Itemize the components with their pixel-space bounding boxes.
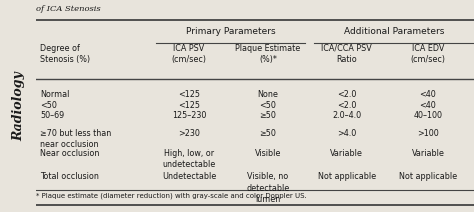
Text: ICA PSV
(cm/sec): ICA PSV (cm/sec) — [172, 44, 207, 64]
Text: 125–230: 125–230 — [172, 111, 206, 120]
Text: Undetectable: Undetectable — [162, 173, 216, 181]
Text: Primary Parameters: Primary Parameters — [186, 27, 275, 36]
Text: >230: >230 — [178, 129, 200, 138]
Text: of ICA Stenosis: of ICA Stenosis — [36, 5, 100, 13]
Text: >100: >100 — [417, 129, 439, 138]
Text: None: None — [257, 90, 278, 99]
Text: <50: <50 — [259, 101, 276, 110]
Text: Degree of
Stenosis (%): Degree of Stenosis (%) — [40, 44, 90, 64]
Text: <2.0: <2.0 — [337, 90, 356, 99]
Text: ≥50: ≥50 — [259, 129, 276, 138]
Text: <125: <125 — [178, 101, 200, 110]
Text: Not applicable: Not applicable — [318, 173, 376, 181]
Text: High, low, or
undetectable: High, low, or undetectable — [163, 149, 216, 169]
Text: <40: <40 — [419, 90, 437, 99]
Text: Radiology: Radiology — [12, 71, 25, 141]
Text: ICA/CCA PSV
Ratio: ICA/CCA PSV Ratio — [321, 44, 372, 64]
Text: Variable: Variable — [330, 149, 363, 158]
Text: >4.0: >4.0 — [337, 129, 356, 138]
Text: Near occlusion: Near occlusion — [40, 149, 100, 158]
Text: Plaque Estimate
(%)*: Plaque Estimate (%)* — [235, 44, 301, 64]
Text: Additional Parameters: Additional Parameters — [344, 27, 444, 36]
Text: <40: <40 — [419, 101, 437, 110]
Text: Normal: Normal — [40, 90, 69, 99]
Text: Variable: Variable — [411, 149, 445, 158]
Text: ≥50: ≥50 — [259, 111, 276, 120]
Text: ICA EDV
(cm/sec): ICA EDV (cm/sec) — [410, 44, 446, 64]
Text: ≥70 but less than
near occlusion: ≥70 but less than near occlusion — [40, 129, 111, 149]
Text: Visible: Visible — [255, 149, 281, 158]
Text: Visible, no
detectable
lumen: Visible, no detectable lumen — [246, 173, 290, 204]
Text: * Plaque estimate (diameter reduction) with gray-scale and color Doppler US.: * Plaque estimate (diameter reduction) w… — [36, 192, 306, 199]
Text: 40–100: 40–100 — [413, 111, 442, 120]
Text: Total occlusion: Total occlusion — [40, 173, 99, 181]
Text: Not applicable: Not applicable — [399, 173, 457, 181]
Text: <125: <125 — [178, 90, 200, 99]
Text: 50–69: 50–69 — [40, 111, 64, 120]
Text: <2.0: <2.0 — [337, 101, 356, 110]
Text: 2.0–4.0: 2.0–4.0 — [332, 111, 361, 120]
Text: <50: <50 — [40, 101, 57, 110]
